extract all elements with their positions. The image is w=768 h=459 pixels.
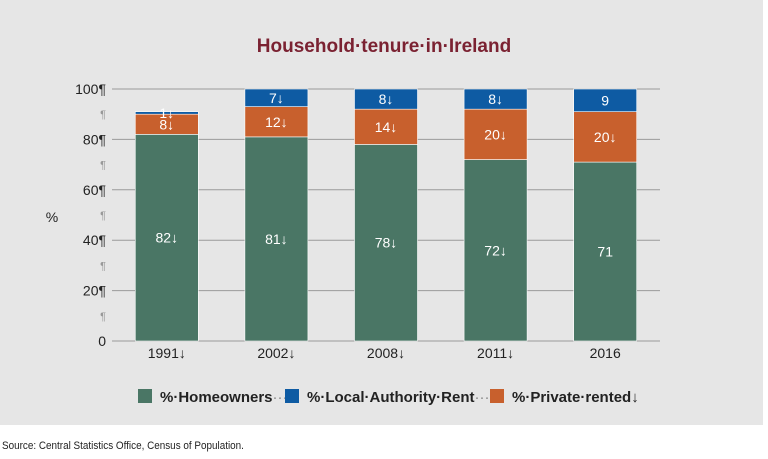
bar-segment [354,88,418,110]
bar-segment [244,106,309,138]
bar-segment [463,108,528,160]
bar-segment [463,88,528,110]
bar-value-label: 8↓ [488,91,503,107]
y-tick-pilcrow: ¶ [100,311,106,323]
legend-swatch [285,389,299,403]
y-tick-label: 60¶ [83,182,106,198]
y-tick-pilcrow: ¶ [100,160,106,172]
bar-value-label: 7↓ [269,90,284,106]
bar-value-label: 71 [597,244,613,260]
bar-value-label: 9 [601,92,609,108]
chart-title: Household·tenure·in·Ireland [257,36,511,57]
legend-label: %·Homeowners··· [160,389,288,406]
bar-value-label: 81↓ [265,231,288,247]
bar-segment [573,161,638,342]
bar-segment [354,144,418,342]
source-note: Source: Central Statistics Office, Censu… [2,440,244,452]
bar-value-label: 78↓ [375,235,398,251]
bar-value-label: 8↓ [159,116,174,132]
bar-segment [244,136,309,342]
x-axis-ticks: 1991↓ 2002↓ 2008↓ 2011↓ 2016 [148,345,621,361]
bar-segment [573,88,638,112]
x-tick-label: 2002↓ [257,345,295,361]
legend: %·Homeowners··· %·Local·Authority·Rent···… [138,389,639,406]
bar-value-label: 1↓ [159,105,174,121]
bar-value-label: 12↓ [265,114,288,130]
legend-label: %·Local·Authority·Rent···· [307,389,494,406]
bar-value-label: 20↓ [484,126,507,142]
y-tick-label: 100¶ [75,81,106,97]
chart: Household·tenure·in·Ireland % 0 ¶ 20¶ ¶ 40¶ ¶… [46,36,660,406]
x-tick-label: 1991↓ [148,345,186,361]
y-tick-pilcrow: ¶ [100,210,106,222]
y-tick-label: 20¶ [83,283,106,299]
bar-segment [244,88,309,107]
y-tick-pilcrow: ¶ [100,109,106,121]
y-axis-ticks: 0 ¶ 20¶ ¶ 40¶ ¶ 60¶ ¶ 80¶ ¶ 100¶ [75,81,106,349]
bar-segment [573,111,638,163]
bar-value-label: 20↓ [594,129,617,145]
legend-label: %·Private·rented↓ [512,389,639,406]
y-axis-label: % [46,209,58,225]
legend-swatch [490,389,504,403]
y-tick-label: 40¶ [83,232,106,248]
bar-value-label: 82↓ [156,230,179,246]
bar-value-label: 14↓ [375,119,398,135]
x-tick-label: 2016 [590,345,621,361]
bar-value-label: 8↓ [379,91,394,107]
bar-value-label: 72↓ [484,242,507,258]
y-tick-pilcrow: ¶ [100,260,106,272]
legend-swatch [138,389,152,403]
bar-segment [354,108,418,145]
bar-segment [135,111,199,115]
x-tick-label: 2011↓ [477,345,514,361]
bar-segment [135,134,199,342]
y-tick-label: 0 [98,333,106,349]
y-tick-label: 80¶ [83,131,106,147]
x-tick-label: 2008↓ [367,345,405,361]
